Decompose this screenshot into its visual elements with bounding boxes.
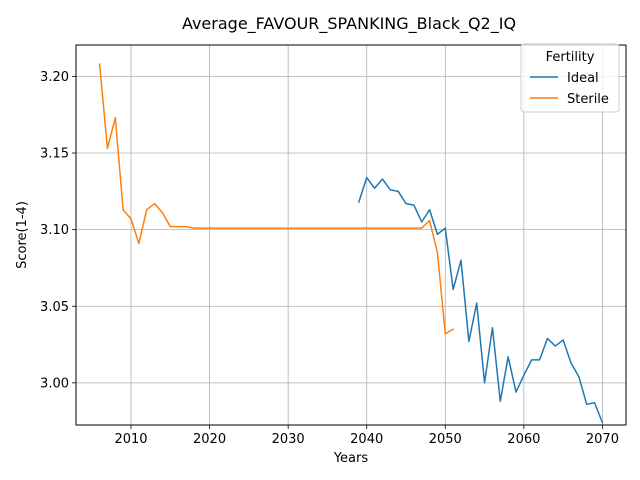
x-tick-label: 2040	[350, 432, 383, 447]
plot-area-frame	[75, 44, 627, 426]
y-axis-ticks: 3.00 3.05 3.10 3.15 3.20	[40, 70, 76, 391]
legend-entry-ideal: Ideal	[567, 71, 599, 86]
x-tick-label: 2060	[507, 432, 540, 447]
y-tick-label: 3.05	[40, 300, 69, 315]
y-tick-label: 3.15	[40, 147, 69, 162]
series-line-sterile	[98, 63, 455, 335]
x-tick-label: 2010	[114, 432, 147, 447]
y-tick-label: 3.00	[40, 376, 69, 391]
legend: Fertility Ideal Sterile	[520, 43, 620, 113]
y-tick-label: 3.20	[40, 70, 69, 85]
x-tick-label: 2030	[272, 432, 305, 447]
x-tick-label: 2070	[586, 432, 619, 447]
x-tick-label: 2020	[193, 432, 226, 447]
series-layer	[98, 63, 604, 424]
x-axis-label: Years	[333, 451, 369, 466]
legend-title: Fertility	[546, 50, 595, 65]
legend-entry-sterile: Sterile	[567, 92, 609, 107]
series-line-ideal	[357, 176, 604, 424]
x-tick-label: 2050	[429, 432, 462, 447]
chart-title: Average_FAVOUR_SPANKING_Black_Q2_IQ	[182, 14, 516, 34]
grid-lines	[76, 45, 626, 425]
y-axis-label: Score(1-4)	[15, 201, 30, 269]
x-axis-ticks: 2010 2020 2030 2040 2050 2060 2070	[114, 425, 619, 447]
y-tick-label: 3.10	[40, 223, 69, 238]
legend-box	[520, 43, 620, 113]
